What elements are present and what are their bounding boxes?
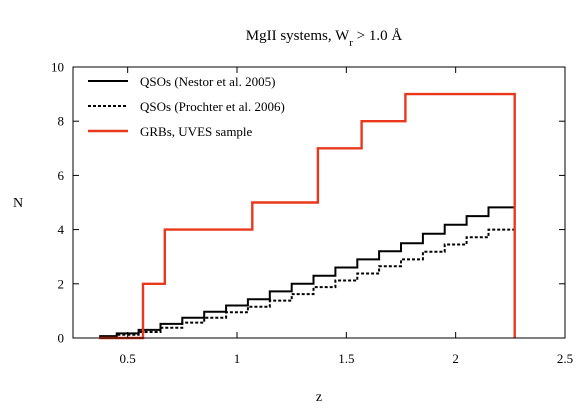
x-tick-label: 0.5 <box>120 351 136 366</box>
legend-label-2: QSOs (Prochter et al. 2006) <box>140 99 285 114</box>
y-tick-label: 4 <box>58 222 65 237</box>
y-axis-label: N <box>13 196 23 211</box>
plot-frame <box>72 66 566 339</box>
y-tick-label: 8 <box>58 114 65 129</box>
series-line-2 <box>99 228 515 338</box>
legend: QSOs (Nestor et al. 2005) QSOs (Prochter … <box>88 74 285 139</box>
legend-label-1: QSOs (Nestor et al. 2005) <box>140 74 275 89</box>
ticks-layer: 0.5 1 1.5 2 2.5 0 2 4 6 8 10 <box>51 60 573 367</box>
x-tick-label: 2.5 <box>557 351 573 366</box>
chart-title: MgII systems, Wr > 1.0 Å <box>246 28 403 49</box>
y-tick-label: 10 <box>51 60 64 75</box>
series-line-3 <box>99 92 516 340</box>
y-tick-label: 2 <box>58 276 65 291</box>
x-tick-label: 1 <box>234 351 241 366</box>
x-axis-label: z <box>316 390 322 405</box>
series-layer <box>99 92 516 340</box>
x-tick-label: 1.5 <box>338 351 354 366</box>
y-tick-label: 6 <box>58 168 65 183</box>
x-tick-label: 2 <box>452 351 459 366</box>
y-tick-label: 0 <box>58 331 65 346</box>
legend-label-3: GRBs, UVES sample <box>140 124 253 139</box>
series-line-1 <box>99 206 515 338</box>
